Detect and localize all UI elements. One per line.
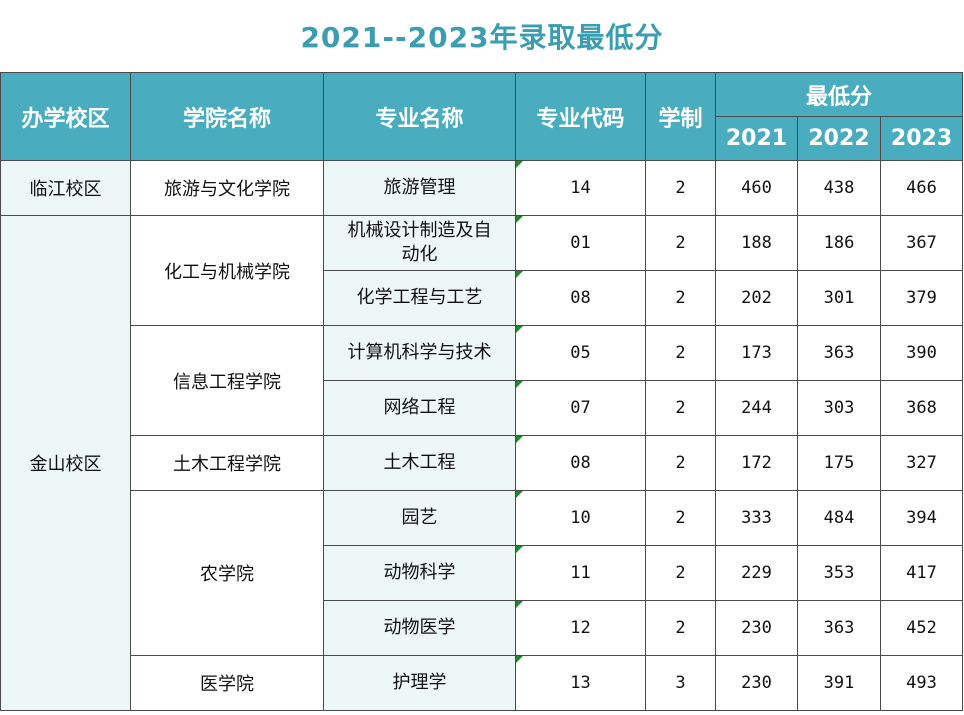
column-header: 学院名称 [130, 72, 324, 161]
data-row: 土木工程学院 土木工程 08 2 172 175 327 [1, 435, 964, 491]
score-cell: 229 [715, 545, 798, 601]
score-cell: 186 [797, 215, 881, 271]
score-cell: 452 [879, 600, 964, 656]
score-cell: 327 [879, 435, 964, 491]
header-row: 办学校区 学院名称 专业名称 专业代码 学制 最低分 [0, 72, 964, 161]
score-cell: 466 [879, 160, 964, 216]
column-header: 学制 [645, 72, 716, 161]
code-cell: 01 [515, 215, 646, 271]
data-row: 农学院 园艺 10 2 333 484 394 [1, 490, 964, 656]
score-cell: 303 [797, 380, 881, 436]
data-row: 临江校区 旅游与文化学院 旅游管理 14 2 460 438 466 [0, 160, 964, 216]
years-cell: 3 [645, 655, 716, 711]
campus-cell: 临江校区 [0, 160, 131, 216]
years-cell: 2 [645, 160, 716, 216]
score-cell: 363 [797, 600, 881, 656]
year-header: 2022 [797, 116, 881, 161]
years-cell: 2 [645, 325, 716, 381]
score-cell: 175 [797, 435, 881, 491]
data-row: 化学工程与工艺 08 2 202 301 379 [1, 270, 964, 326]
major-cell: 园艺 [323, 490, 516, 546]
years-cell: 2 [645, 490, 716, 546]
major-cell: 土木工程 [323, 435, 516, 491]
campus-cell: 金山校区 [0, 215, 131, 711]
major-cell: 旅游管理 [323, 160, 516, 216]
score-cell: 301 [797, 270, 881, 326]
code-cell: 10 [515, 490, 646, 546]
column-header: 办学校区 [0, 72, 131, 161]
years-cell: 2 [645, 270, 716, 326]
score-cell: 391 [797, 655, 881, 711]
code-cell: 08 [515, 435, 646, 491]
major-cell: 护理学 [323, 655, 516, 711]
score-cell: 460 [715, 160, 798, 216]
title: 2021--2023年录取最低分 [300, 21, 664, 54]
score-cell: 172 [715, 435, 798, 491]
score-cell: 390 [879, 325, 964, 381]
data-row: 医学院 护理学 13 3 230 391 493 [1, 655, 964, 711]
score-cell: 417 [879, 545, 964, 601]
header-row: 2021 2022 2023 [1, 116, 964, 161]
major-cell: 计算机科学与技术 [323, 325, 516, 381]
code-cell: 11 [515, 545, 646, 601]
code-cell: 14 [515, 160, 646, 216]
major-cell: 动物医学 [323, 600, 516, 656]
score-cell: 230 [715, 600, 798, 656]
score-cell: 484 [797, 490, 881, 546]
code-cell: 13 [515, 655, 646, 711]
score-cell: 379 [879, 270, 964, 326]
column-header: 专业名称 [323, 72, 516, 161]
years-cell: 2 [645, 215, 716, 271]
column-header: 专业代码 [515, 72, 646, 161]
college-cell: 化工与机械学院 [130, 215, 324, 326]
score-cell: 173 [715, 325, 798, 381]
major-cell: 网络工程 [323, 380, 516, 436]
major-cell: 机械设计制造及自动化 [323, 215, 516, 271]
code-cell: 07 [515, 380, 646, 436]
years-cell: 2 [645, 435, 716, 491]
score-cell: 202 [715, 270, 798, 326]
college-cell: 农学院 [130, 490, 324, 656]
score-cell: 188 [715, 215, 798, 271]
year-header: 2021 [715, 116, 798, 161]
code-cell: 08 [515, 270, 646, 326]
score-cell: 333 [715, 490, 798, 546]
major-cell: 化学工程与工艺 [323, 270, 516, 326]
score-cell: 353 [797, 545, 881, 601]
column-header: 最低分 [714, 72, 964, 117]
score-cell: 493 [879, 655, 964, 711]
college-cell: 旅游与文化学院 [130, 160, 324, 216]
score-cell: 363 [797, 325, 881, 381]
years-cell: 2 [645, 600, 716, 656]
score-cell: 368 [879, 380, 964, 436]
code-cell: 05 [515, 325, 646, 381]
data-row: 网络工程 07 2 244 303 368 [1, 380, 964, 436]
score-cell: 438 [797, 160, 881, 216]
years-cell: 2 [645, 545, 716, 601]
code-cell: 12 [515, 600, 646, 656]
score-cell: 394 [879, 490, 964, 546]
major-cell: 动物科学 [323, 545, 516, 601]
score-cell: 230 [715, 655, 798, 711]
score-cell: 367 [879, 215, 964, 271]
college-cell: 信息工程学院 [130, 325, 324, 436]
data-row: 金山校区 化工与机械学院 机械设计制造及自动化 01 2 188 186 367 [0, 215, 964, 711]
score-cell: 244 [715, 380, 798, 436]
college-cell: 土木工程学院 [130, 435, 324, 491]
college-cell: 医学院 [130, 655, 324, 711]
score-table: 办学校区 学院名称 专业名称 专业代码 学制 最低分 2021 2022 2023 临江校区 旅游… [0, 72, 964, 711]
year-header: 2023 [879, 116, 964, 161]
years-cell: 2 [645, 380, 716, 436]
data-row: 信息工程学院 计算机科学与技术 05 2 173 363 390 [1, 325, 964, 436]
